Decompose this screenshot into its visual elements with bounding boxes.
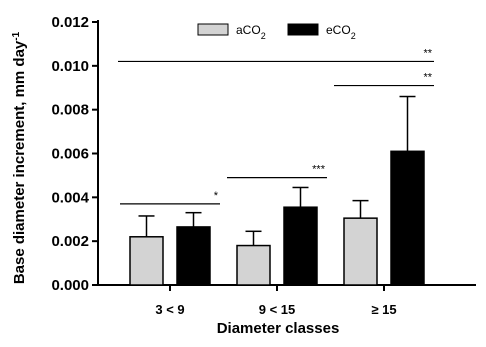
y-axis-title-superscript: -1	[11, 31, 22, 40]
legend-swatch-eco2	[287, 23, 319, 36]
legend-swatch-aco2	[197, 23, 229, 36]
y-tick-label: 0.008	[51, 102, 89, 119]
bar-aco2	[129, 236, 164, 286]
legend-label-text: eCO	[326, 23, 351, 37]
y-tick-label: 0.002	[51, 233, 89, 250]
bar-eco2	[390, 150, 425, 286]
y-tick-label: 0.004	[51, 189, 89, 206]
y-tick-label: 0.000	[51, 277, 89, 294]
legend-label-text: aCO	[236, 23, 261, 37]
legend-label-subscript: 2	[351, 31, 356, 41]
y-tick-label: 0.006	[51, 146, 89, 163]
bar-aco2	[343, 217, 378, 286]
legend-label-aco2: aCO2	[236, 23, 266, 41]
y-tick-label: 0.010	[51, 58, 89, 75]
legend-label-eco2: eCO2	[326, 23, 356, 41]
significance-marker: **	[423, 72, 432, 84]
legend-label-subscript: 2	[261, 31, 266, 41]
x-tick-label: 3 < 9	[155, 302, 184, 317]
significance-marker: ***	[312, 164, 326, 176]
bar-eco2	[283, 206, 318, 286]
significance-marker: *	[214, 190, 219, 202]
significance-marker: **	[423, 47, 432, 59]
x-tick-label: ≥ 15	[371, 302, 396, 317]
y-axis-title: Base diameter increment, mm day-1	[11, 31, 29, 284]
bar-eco2	[176, 226, 211, 286]
bar-aco2	[236, 244, 271, 286]
x-axis-title: Diameter classes	[217, 320, 340, 337]
y-tick-label: 0.012	[51, 14, 89, 31]
x-tick-label: 9 < 15	[259, 302, 296, 317]
